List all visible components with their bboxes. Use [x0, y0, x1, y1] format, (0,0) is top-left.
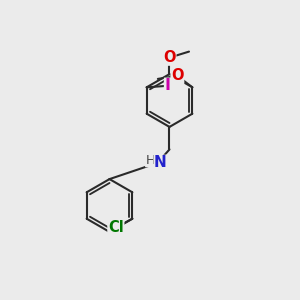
Text: O: O	[171, 68, 184, 83]
Text: I: I	[165, 78, 171, 93]
Text: H: H	[145, 154, 155, 167]
Text: N: N	[154, 155, 167, 170]
Text: O: O	[163, 50, 176, 65]
Text: Cl: Cl	[108, 220, 124, 235]
